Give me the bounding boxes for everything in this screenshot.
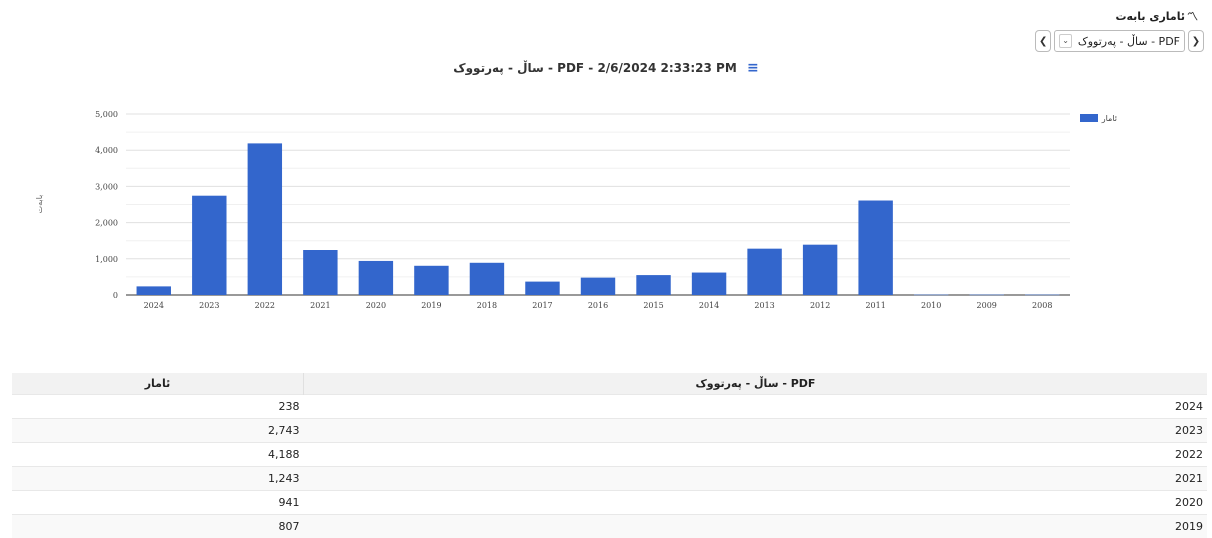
y-tick-label: 0 xyxy=(113,291,118,300)
x-tick-label: 2013 xyxy=(754,301,774,310)
cell-value: 4,188 xyxy=(12,443,304,467)
legend-swatch xyxy=(1080,114,1098,122)
cell-year: 2024 xyxy=(304,395,1208,419)
bar xyxy=(303,250,337,295)
cell-value: 1,243 xyxy=(12,467,304,491)
bar xyxy=(858,201,892,295)
legend-label: ئامار xyxy=(1101,114,1117,123)
bar xyxy=(914,295,948,296)
x-tick-label: 2022 xyxy=(255,301,275,310)
cell-year: 2020 xyxy=(304,491,1208,515)
cell-year: 2021 xyxy=(304,467,1208,491)
bar xyxy=(525,282,559,295)
x-tick-label: 2008 xyxy=(1032,301,1052,310)
bar xyxy=(470,263,504,295)
bar xyxy=(692,273,726,295)
cell-value: 807 xyxy=(12,515,304,538)
x-tick-label: 2024 xyxy=(144,301,164,310)
x-tick-label: 2017 xyxy=(532,301,552,310)
bar xyxy=(747,249,781,295)
cell-value: 941 xyxy=(12,491,304,515)
x-tick-label: 2011 xyxy=(865,301,885,310)
cell-year: 2023 xyxy=(304,419,1208,443)
header-value: ئامار xyxy=(12,373,304,395)
x-tick-label: 2015 xyxy=(643,301,663,310)
bar xyxy=(248,143,282,295)
cell-year: 2022 xyxy=(304,443,1208,467)
x-tick-label: 2016 xyxy=(588,301,608,310)
cell-year: 2019 xyxy=(304,515,1208,538)
y-tick-label: 2,000 xyxy=(95,219,118,228)
bar xyxy=(636,275,670,295)
y-tick-label: 1,000 xyxy=(95,255,118,264)
header-year: ساڵ - پەرتووک - PDF xyxy=(304,373,1208,395)
x-tick-label: 2020 xyxy=(366,301,386,310)
x-tick-label: 2023 xyxy=(199,301,219,310)
y-axis-label: بابەت xyxy=(35,195,44,214)
x-tick-label: 2010 xyxy=(921,301,941,310)
x-tick-label: 2014 xyxy=(699,301,719,310)
bar xyxy=(359,261,393,295)
x-tick-label: 2009 xyxy=(977,301,997,310)
bar xyxy=(137,286,171,295)
bar xyxy=(581,278,615,295)
cell-value: 238 xyxy=(12,395,304,419)
bar xyxy=(803,245,837,295)
cell-value: 2,743 xyxy=(12,419,304,443)
y-tick-label: 3,000 xyxy=(95,182,118,191)
x-tick-label: 2012 xyxy=(810,301,830,310)
x-tick-label: 2019 xyxy=(421,301,441,310)
bar-chart: 0 1,000 2,000 3,000 4,000 5,000 2024 2023 2022 20… xyxy=(0,0,1212,340)
x-tick-label: 2018 xyxy=(477,301,497,310)
bar xyxy=(969,295,1003,296)
bar xyxy=(1025,295,1059,296)
bar xyxy=(414,266,448,295)
table-header-row: ئامار ساڵ - پەرتووک - PDF xyxy=(12,373,1207,395)
y-tick-label: 4,000 xyxy=(95,146,118,155)
bar xyxy=(192,196,226,295)
y-tick-label: 5,000 xyxy=(95,110,118,119)
x-tick-label: 2021 xyxy=(310,301,330,310)
